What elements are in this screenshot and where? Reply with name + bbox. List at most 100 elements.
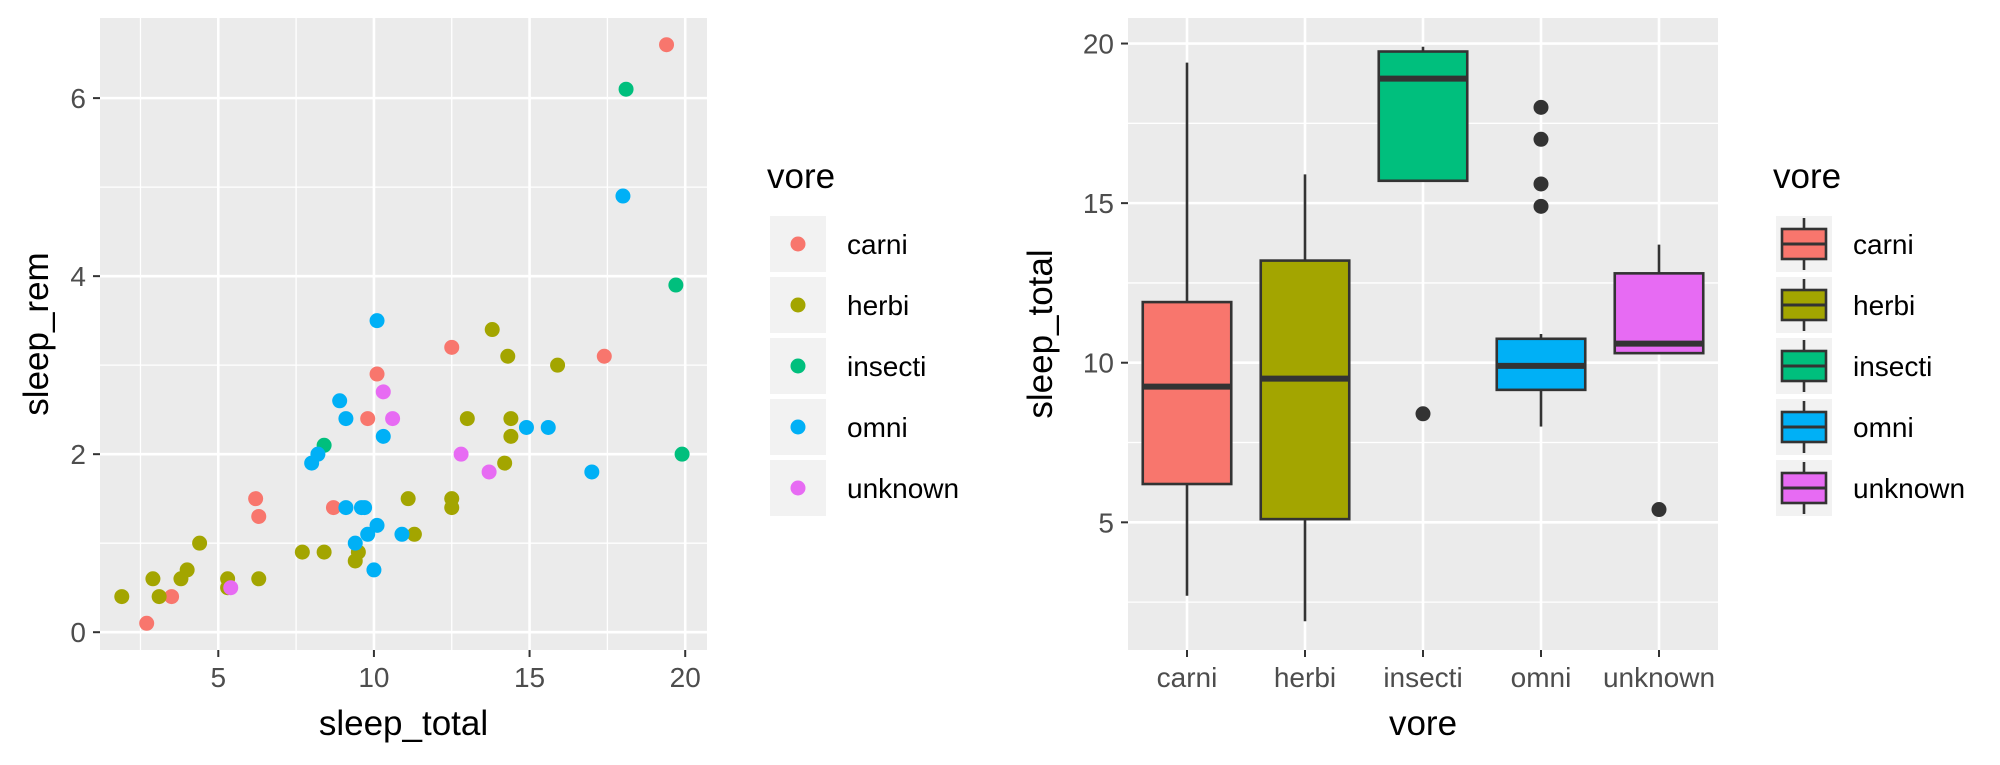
- scatter-point-herbi: [500, 348, 516, 364]
- box-legend-label-unknown: unknown: [1853, 473, 1965, 504]
- box-y-axis-title: sleep_total: [1021, 249, 1060, 418]
- scatter-point-herbi: [444, 491, 460, 507]
- box-legend: carni herbi insecti omni unknown: [1776, 216, 1965, 516]
- scatter-point-herbi: [406, 526, 422, 542]
- scatter-legend-swatch-unknown: [790, 480, 806, 496]
- scatter-y-tick-label: 6: [70, 83, 86, 114]
- scatter-point-herbi: [459, 411, 475, 427]
- box-x-tick-label: carni: [1157, 662, 1218, 693]
- box-tick-labels: 5 10 15 20 carni herbi insecti omni unknown: [1083, 29, 1715, 693]
- scatter-point-herbi: [316, 544, 332, 560]
- box-outlier-omni: [1533, 198, 1549, 214]
- scatter-legend-swatch-carni: [790, 236, 806, 252]
- scatter-point-omni: [360, 526, 376, 542]
- scatter-point-unknown: [375, 384, 391, 400]
- scatter-point-omni: [540, 419, 556, 435]
- scatter-point-unknown: [385, 411, 401, 427]
- scatter-tick-marks: [93, 97, 687, 657]
- box-outlier-insecti: [1415, 406, 1431, 422]
- scatter-x-tick-label: 10: [358, 662, 389, 693]
- scatter-x-tick-label: 15: [514, 662, 545, 693]
- scatter-points: [114, 37, 690, 631]
- scatter-y-tick-label: 0: [70, 617, 86, 648]
- scatter-tick-labels: 5 10 15 20 0 2 4 6: [70, 83, 700, 693]
- scatter-point-carni: [164, 589, 180, 605]
- scatter-point-carni: [369, 366, 385, 382]
- scatter-point-omni: [375, 428, 391, 444]
- box-plot: 5 10 15 20 carni herbi insecti omni unknown vore…: [1021, 18, 1965, 743]
- scatter-point-omni: [394, 526, 410, 542]
- scatter-legend-swatch-herbi: [790, 297, 806, 313]
- scatter-point-omni: [338, 500, 354, 516]
- scatter-point-omni: [332, 393, 348, 409]
- scatter-point-herbi: [497, 455, 513, 471]
- box-x-tick-label: unknown: [1603, 662, 1715, 693]
- scatter-point-herbi: [251, 571, 267, 587]
- box-outlier-omni: [1533, 99, 1549, 115]
- scatter-point-omni: [518, 419, 534, 435]
- scatter-gridlines: [100, 18, 707, 650]
- box-y-tick-label: 10: [1083, 348, 1114, 379]
- scatter-point-omni: [366, 562, 382, 578]
- scatter-legend-label-unknown: unknown: [847, 473, 959, 504]
- scatter-point-insecti: [618, 81, 634, 97]
- scatter-point-omni: [357, 500, 373, 516]
- scatter-point-unknown: [453, 446, 469, 462]
- box-x-tick-label: omni: [1511, 662, 1572, 693]
- box-body-insecti: [1377, 50, 1469, 183]
- scatter-point-herbi: [400, 491, 416, 507]
- box-x-axis-title: vore: [1389, 704, 1457, 743]
- box-legend-title: vore: [1773, 157, 1841, 196]
- box-legend-label-carni: carni: [1853, 229, 1914, 260]
- box-x-tick-label: herbi: [1274, 662, 1336, 693]
- box-y-tick-label: 5: [1098, 507, 1114, 538]
- scatter-y-axis-title: sleep_rem: [17, 252, 56, 415]
- scatter-legend: carni herbi insecti omni unknown: [770, 216, 959, 516]
- scatter-point-omni: [369, 313, 385, 329]
- scatter-x-tick-label: 5: [210, 662, 226, 693]
- scatter-point-omni: [310, 446, 326, 462]
- scatter-legend-label-carni: carni: [847, 229, 908, 260]
- scatter-point-omni: [615, 188, 631, 204]
- scatter-point-herbi: [145, 571, 161, 587]
- scatter-point-herbi: [294, 544, 310, 560]
- scatter-point-carni: [139, 615, 155, 631]
- scatter-point-omni: [584, 464, 600, 480]
- scatter-y-tick-label: 2: [70, 439, 86, 470]
- box-legend-label-herbi: herbi: [1853, 290, 1915, 321]
- box-outlier-unknown: [1651, 502, 1667, 518]
- scatter-point-carni: [444, 339, 460, 355]
- scatter-legend-label-insecti: insecti: [847, 351, 926, 382]
- scatter-point-omni: [369, 517, 385, 533]
- scatter-legend-label-omni: omni: [847, 412, 908, 443]
- scatter-point-unknown: [223, 580, 239, 596]
- box-y-tick-label: 20: [1083, 29, 1114, 60]
- scatter-panel-background: [100, 18, 707, 650]
- scatter-point-unknown: [481, 464, 497, 480]
- scatter-point-carni: [251, 508, 267, 524]
- scatter-point-herbi: [503, 411, 519, 427]
- scatter-point-herbi: [503, 428, 519, 444]
- box-legend-label-omni: omni: [1853, 412, 1914, 443]
- scatter-x-axis-title: sleep_total: [319, 704, 488, 743]
- scatter-point-carni: [248, 491, 264, 507]
- box-outlier-omni: [1533, 176, 1549, 192]
- box-legend-label-insecti: insecti: [1853, 351, 1932, 382]
- scatter-plot: 5 10 15 20 0 2 4 6 sleep_total sleep_rem vore c…: [17, 18, 959, 743]
- box-marks: [1141, 46, 1705, 622]
- scatter-point-omni: [347, 535, 363, 551]
- scatter-point-insecti: [674, 446, 690, 462]
- box-body-herbi: [1259, 259, 1351, 521]
- scatter-point-herbi: [550, 357, 566, 373]
- scatter-point-omni: [338, 411, 354, 427]
- scatter-point-carni: [659, 37, 675, 53]
- scatter-point-insecti: [668, 277, 684, 293]
- scatter-y-tick-label: 4: [70, 261, 86, 292]
- scatter-legend-label-herbi: herbi: [847, 290, 909, 321]
- box-outlier-omni: [1533, 131, 1549, 147]
- scatter-point-carni: [596, 348, 612, 364]
- box-body-carni: [1141, 300, 1233, 486]
- scatter-point-herbi: [151, 589, 167, 605]
